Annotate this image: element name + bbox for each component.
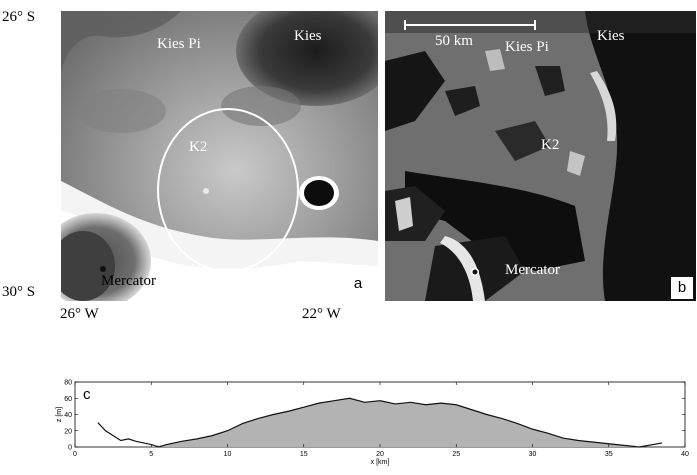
latitude-bottom-label: 30° S [2,284,36,300]
label-k2-b: K2 [541,137,560,153]
x-axis-label: x [km] [371,459,390,466]
x-tick-label: 0 [73,451,77,458]
x-tick-label: 5 [149,451,153,458]
longitude-right-label: 22° W [302,306,341,322]
panel-c-profile-chart: 0 5 10 15 20 25 30 35 40 0 20 40 60 80 x [km] z [m] c [55,372,695,470]
panel-c-label: c [83,386,91,403]
scale-bar-label: 50 km [435,33,473,49]
panel-a-topography-image: Kies Pi Kies K2 Mercator a [61,11,378,301]
profile-line [97,397,663,448]
label-kies-b: Kies [597,28,625,44]
x-tick-label: 35 [605,451,613,458]
panel-a-topography-graphic [61,11,378,301]
y-tick-label: 40 [64,412,72,419]
y-tick-label: 20 [64,428,72,435]
x-tick-label: 20 [376,451,384,458]
k2-outline-ellipse [157,108,299,272]
longitude-left-label: 26° W [60,306,99,322]
y-tick-label: 60 [64,396,72,403]
panel-b-shaded-relief-image: 50 km Kies Pi Kies K2 Mercator b [385,11,696,301]
x-tick-label: 40 [681,451,689,458]
label-mercator-b: Mercator [505,262,560,278]
x-tick-label: 10 [224,451,232,458]
y-axis-label: z [m] [56,407,63,422]
panel-b-badge: b [671,277,693,299]
x-tick-label: 25 [452,451,460,458]
y-tick-label: 0 [68,445,72,452]
y-tick-label: 80 [64,380,72,387]
x-tick-label: 30 [529,451,537,458]
label-kies-pi-b: Kies Pi [505,39,549,55]
panel-a-badge: a [347,273,369,295]
profile-fill-area [151,398,640,447]
latitude-top-label: 26° S [2,9,36,25]
profile-chart-svg: 0 5 10 15 20 25 30 35 40 0 20 40 60 80 x [km] z [m] c [56,380,689,467]
panel-b-relief-graphic [385,11,696,301]
label-k2-a: K2 [189,139,208,155]
label-mercator-a: Mercator [101,273,156,289]
label-kies-pi-a: Kies Pi [157,36,201,52]
label-kies-a: Kies [294,28,322,44]
x-tick-label: 15 [300,451,308,458]
